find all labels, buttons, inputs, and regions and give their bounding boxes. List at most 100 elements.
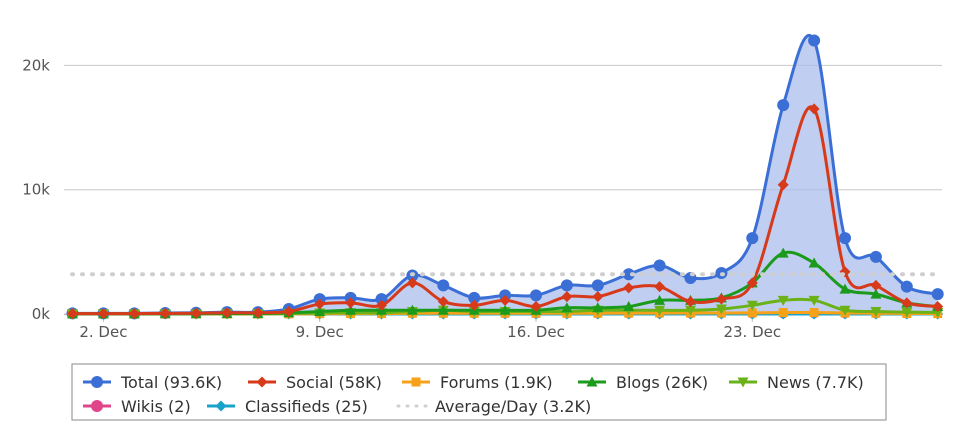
legend-item-social[interactable]: Social (58K) <box>248 373 382 392</box>
point-social[interactable] <box>715 293 727 305</box>
point-social[interactable] <box>376 299 387 311</box>
point-social[interactable] <box>623 282 635 294</box>
point-social[interactable] <box>283 306 295 318</box>
point-social[interactable] <box>345 297 357 309</box>
point-total[interactable] <box>653 259 666 272</box>
point-total[interactable] <box>437 279 450 292</box>
point-blogs[interactable] <box>437 304 449 315</box>
legend-marker[interactable] <box>91 376 103 388</box>
point-blogs[interactable] <box>839 283 851 294</box>
point-blogs[interactable] <box>654 294 666 305</box>
point-total[interactable] <box>839 232 851 245</box>
point-total[interactable] <box>530 289 542 302</box>
point-social[interactable] <box>777 179 789 191</box>
legend-box <box>71 363 887 421</box>
point-social[interactable] <box>870 279 882 291</box>
legend-marker[interactable] <box>586 376 598 387</box>
legend-marker[interactable] <box>737 377 749 388</box>
legend-item-blogs[interactable]: Blogs (26K) <box>578 373 708 392</box>
point-news[interactable] <box>777 295 789 306</box>
point-news[interactable] <box>715 304 727 315</box>
point-total[interactable] <box>622 268 635 281</box>
point-social[interactable] <box>530 301 542 313</box>
legend-item-forums[interactable]: Forums (1.9K) <box>402 373 553 392</box>
point-social[interactable] <box>746 277 758 289</box>
point-social[interactable] <box>499 294 511 306</box>
point-social[interactable] <box>406 277 418 289</box>
point-social[interactable] <box>654 281 666 293</box>
legend-label-social: Social (58K) <box>286 373 382 392</box>
point-blogs[interactable] <box>406 304 418 315</box>
x-tick-label: 9. Dec <box>296 323 344 341</box>
point-social[interactable] <box>592 291 604 303</box>
plot-area <box>66 33 944 320</box>
legend-item-wikis[interactable]: Wikis (2) <box>83 397 191 416</box>
point-forums[interactable] <box>747 308 757 318</box>
point-social[interactable] <box>67 308 78 320</box>
point-blogs[interactable] <box>345 304 357 315</box>
point-total[interactable] <box>900 280 913 293</box>
legend-label-classifieds: Classifieds (25) <box>245 397 368 416</box>
point-social[interactable] <box>901 297 913 309</box>
series-social <box>67 103 944 320</box>
point-social[interactable] <box>97 308 109 320</box>
point-total[interactable] <box>931 288 944 301</box>
point-social[interactable] <box>561 291 573 303</box>
y-tick-label: 20k <box>22 56 50 74</box>
legend-symbol-total <box>83 376 111 388</box>
series-total <box>66 33 944 320</box>
y-tick-label: 10k <box>22 181 50 199</box>
point-social[interactable] <box>128 308 140 320</box>
legend-item-average[interactable]: Average/Day (3.2K) <box>396 397 591 416</box>
point-social[interactable] <box>190 307 202 319</box>
point-news[interactable] <box>808 295 820 306</box>
point-blogs[interactable] <box>499 304 511 315</box>
legend-marker[interactable] <box>215 400 227 412</box>
point-blogs[interactable] <box>777 247 789 258</box>
point-blogs[interactable] <box>561 302 573 313</box>
point-blogs[interactable] <box>314 306 326 317</box>
legend-symbol-classifieds <box>207 400 235 412</box>
legend-marker[interactable] <box>91 400 103 412</box>
point-total[interactable] <box>468 291 481 304</box>
point-social[interactable] <box>468 299 480 311</box>
point-blogs[interactable] <box>808 257 820 268</box>
legend-item-classifieds[interactable]: Classifieds (25) <box>207 397 368 416</box>
point-total[interactable] <box>591 279 604 292</box>
point-blogs[interactable] <box>623 301 635 312</box>
legend-marker[interactable] <box>411 377 421 387</box>
legend-symbol-wikis <box>83 400 111 412</box>
point-social[interactable] <box>159 307 171 319</box>
point-social[interactable] <box>221 307 233 319</box>
point-news[interactable] <box>870 307 882 318</box>
point-total[interactable] <box>560 279 573 292</box>
point-news[interactable] <box>746 300 758 311</box>
legend-label-blogs: Blogs (26K) <box>616 373 708 392</box>
point-news[interactable] <box>685 305 696 316</box>
legend-label-forums: Forums (1.9K) <box>440 373 553 392</box>
point-forums[interactable] <box>778 308 788 318</box>
point-social[interactable] <box>314 298 326 310</box>
point-news[interactable] <box>839 305 851 316</box>
point-blogs[interactable] <box>592 302 604 313</box>
legend-item-total[interactable]: Total (93.6K) <box>83 373 222 392</box>
point-social[interactable] <box>685 296 696 308</box>
legend-item-news[interactable]: News (7.7K) <box>729 373 864 392</box>
point-total[interactable] <box>869 250 882 263</box>
point-social[interactable] <box>437 296 449 308</box>
point-total[interactable] <box>777 99 790 112</box>
x-tick-label: 16. Dec <box>507 323 565 341</box>
point-total[interactable] <box>808 34 821 47</box>
point-blogs[interactable] <box>870 288 882 299</box>
point-social[interactable] <box>808 103 820 115</box>
legend-symbol-news <box>729 377 757 388</box>
point-news[interactable] <box>901 307 913 318</box>
point-social[interactable] <box>932 301 944 313</box>
point-social[interactable] <box>252 307 264 319</box>
legend-marker[interactable] <box>256 376 268 388</box>
point-forums[interactable] <box>809 308 819 318</box>
point-news[interactable] <box>654 305 666 316</box>
legend-label-total: Total (93.6K) <box>120 373 222 392</box>
legend-symbol-social <box>248 376 276 388</box>
point-total[interactable] <box>746 232 759 245</box>
